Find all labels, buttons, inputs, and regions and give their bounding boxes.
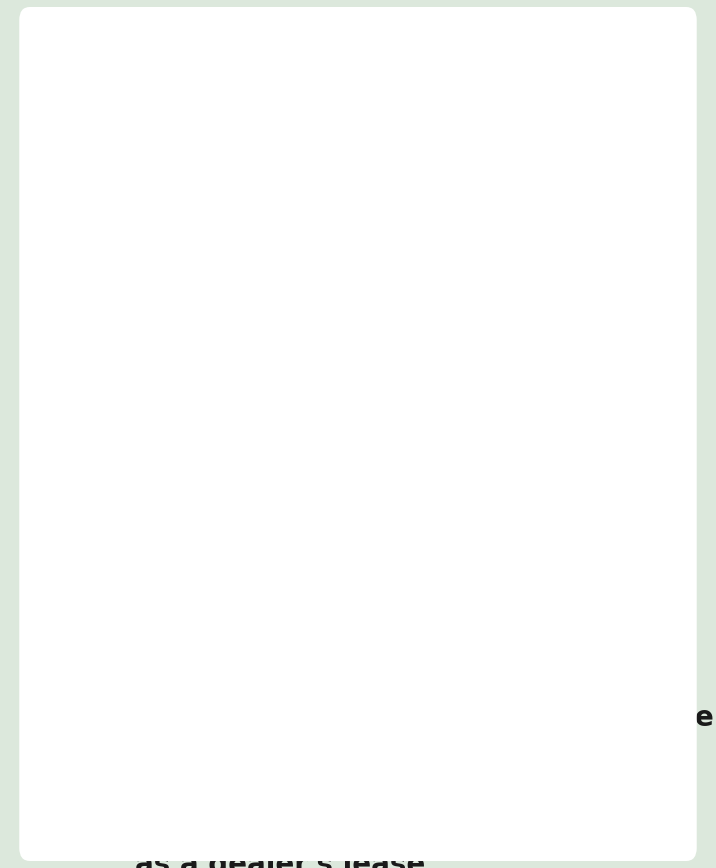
Text: leasing arrangements in a: leasing arrangements in a bbox=[72, 276, 503, 304]
Text: b. result to a decrease of the: b. result to a decrease of the bbox=[135, 557, 591, 585]
Text: 4. Initial direct costs incurred: 4. Initial direct costs incurred bbox=[72, 52, 560, 80]
Text: depending on the given facts.: depending on the given facts. bbox=[135, 737, 604, 765]
Text: negotiating and securing: negotiating and securing bbox=[72, 220, 485, 248]
Text: decrease of the implicit interest rate: decrease of the implicit interest rate bbox=[135, 704, 714, 732]
Text: by the lessor in connection with: by the lessor in connection with bbox=[72, 108, 599, 136]
Text: implicit interest rate.: implicit interest rate. bbox=[135, 476, 470, 504]
Text: as a dealer's lease.: as a dealer's lease. bbox=[135, 851, 436, 868]
Text: *: * bbox=[427, 332, 442, 360]
Text: d. be ignored if the lease qualifies: d. be ignored if the lease qualifies bbox=[135, 818, 674, 846]
Text: a. result to an increase of the: a. result to an increase of the bbox=[135, 443, 601, 471]
Text: specific leasing activities as in: specific leasing activities as in bbox=[72, 164, 576, 192]
Text: c. result to either an increase or a: c. result to either an increase or a bbox=[135, 671, 670, 699]
Text: direct finance lease would: direct finance lease would bbox=[72, 332, 515, 360]
Text: implicit interest rate.: implicit interest rate. bbox=[135, 590, 470, 618]
